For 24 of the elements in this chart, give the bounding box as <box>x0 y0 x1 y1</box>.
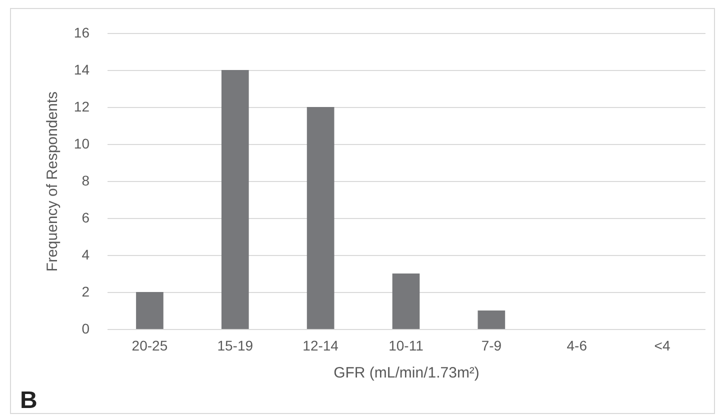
x-tick-label: 20-25 <box>132 338 168 354</box>
y-tick-label: 2 <box>82 284 90 300</box>
y-tick-label: 14 <box>74 62 90 78</box>
bar <box>221 70 249 329</box>
x-axis-title: GFR (mL/min/1.73m²) <box>334 364 480 382</box>
y-tick-label: 4 <box>82 246 90 262</box>
x-tick-label: <4 <box>654 338 670 354</box>
y-tick-label: 16 <box>74 24 90 40</box>
bar <box>306 107 334 329</box>
x-tick-label: 12-14 <box>302 338 339 354</box>
x-tick-label: 4-6 <box>566 338 588 354</box>
y-tick-label: 6 <box>82 210 90 226</box>
y-tick-label: 12 <box>74 98 90 114</box>
y-axis-title: Frequency of Respondents <box>44 91 61 272</box>
x-tick-label: 10-11 <box>388 338 424 354</box>
y-tick-label: 0 <box>82 320 90 336</box>
text: B <box>20 387 38 415</box>
x-tick-label: 15-19 <box>217 338 254 354</box>
bar <box>392 274 420 329</box>
y-tick-label: 10 <box>74 136 90 152</box>
bar <box>478 310 506 329</box>
bar <box>136 292 164 329</box>
y-tick-label: 8 <box>82 172 90 188</box>
x-tick-label: 7-9 <box>481 338 502 354</box>
